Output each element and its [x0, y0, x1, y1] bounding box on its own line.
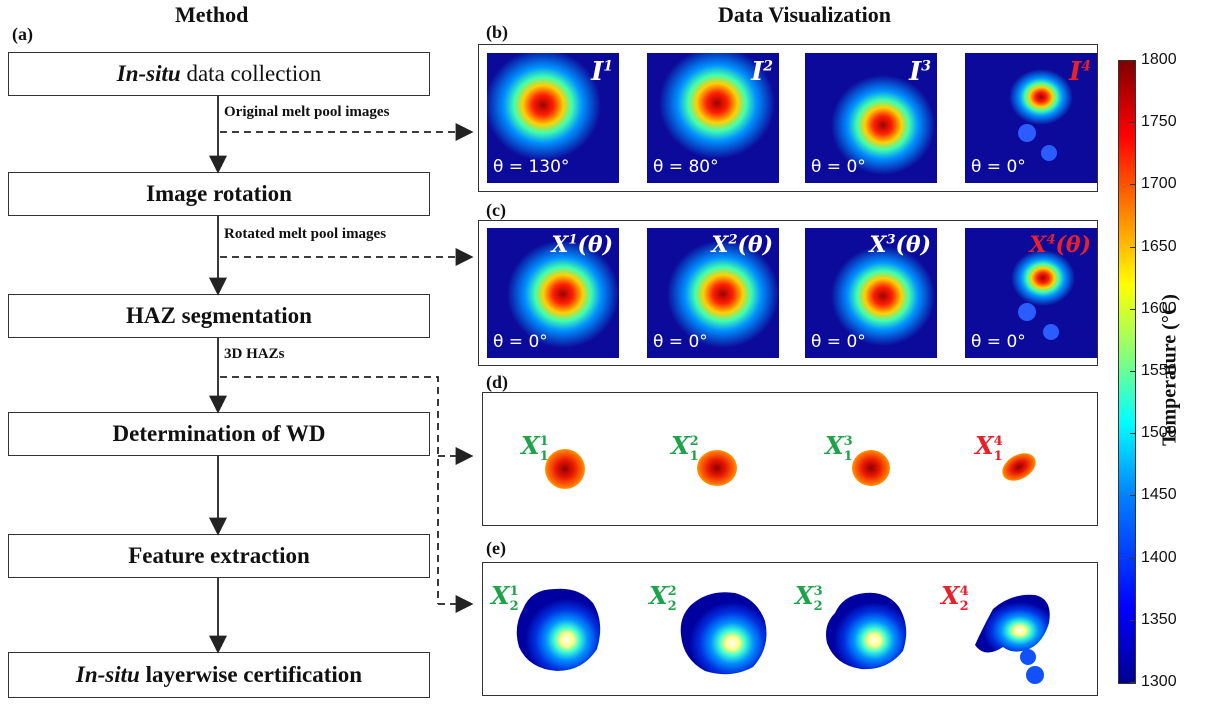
dashed-to-d-e — [220, 376, 439, 604]
tile-b-2-theta: θ = 80° — [653, 157, 719, 177]
tile-c-4: X4(θ) θ = 0° — [965, 228, 1097, 358]
blob-e-2 — [680, 592, 767, 675]
colorbar-tick-label: 1700 — [1141, 175, 1177, 193]
panel-label-b: (b) — [486, 22, 508, 42]
blob-d-2 — [697, 450, 737, 486]
arrow-label-haz: 3D HAZs — [224, 346, 285, 362]
tile-b-3-theta: θ = 0° — [811, 157, 866, 177]
panel-label-e: (e) — [486, 538, 506, 558]
arrow-label-rotated: Rotated melt pool images — [224, 226, 387, 242]
tile-b-1-theta: θ = 130° — [493, 157, 570, 177]
flow-connectors — [209, 96, 474, 654]
blob-e-1 — [516, 588, 601, 671]
tile-c-1: X1(θ) θ = 0° — [487, 228, 619, 358]
panel-e-blobs — [516, 588, 1050, 684]
colorbar-tick-label: 1450 — [1141, 486, 1177, 504]
tile-b-3: I3 θ = 0° — [805, 53, 937, 183]
panel-e: X12 X22 X32 X42 — [482, 562, 1098, 696]
step-6-pre: In-situ — [75, 662, 140, 687]
colorbar-tick-mark — [1130, 619, 1135, 621]
colorbar-title: Temperature (°C) — [1158, 294, 1181, 446]
label-e-3: X32 — [795, 581, 823, 614]
panel-c: X1(θ) θ = 0° X2(θ) θ = 0° X3(θ) θ = 0° X… — [478, 220, 1098, 366]
colorbar-tick-label: 1500 — [1141, 424, 1177, 442]
label-d-2: X21 — [671, 431, 699, 464]
colorbar-tick-mark — [1130, 557, 1135, 559]
step-4-label: Determination of WD — [112, 421, 326, 446]
colorbar-tick-mark — [1130, 682, 1135, 683]
step-determination-of-wd: Determination of WD — [8, 412, 430, 456]
colorbar-tick-label: 1400 — [1141, 548, 1177, 566]
colorbar-tick-mark — [1130, 122, 1135, 124]
colorbar-tick-label: 1600 — [1141, 299, 1177, 317]
label-d-4: X41 — [975, 431, 1003, 464]
blob-e-3 — [826, 592, 907, 670]
tile-b-4-label: I4 — [1069, 57, 1091, 87]
colorbar-tick-label: 1800 — [1141, 51, 1177, 68]
data-visualization-header: Data Visualization — [718, 2, 891, 27]
tile-c-3-label: X3(θ) — [869, 232, 931, 258]
panel-label-a: (a) — [12, 24, 33, 44]
colorbar-tick-mark — [1130, 246, 1135, 248]
step-5-label: Feature extraction — [128, 543, 310, 568]
method-header: Method — [175, 2, 249, 27]
step-2-label: Image rotation — [146, 181, 292, 206]
step-1-pre: In-situ — [116, 61, 181, 86]
colorbar-tick-mark — [1130, 184, 1135, 186]
step-insitu-data-collection: In-situ data collection — [8, 52, 430, 96]
tile-c-2: X2(θ) θ = 0° — [647, 228, 779, 358]
colorbar-tick-mark — [1130, 433, 1135, 435]
colorbar-tick-label: 1650 — [1141, 237, 1177, 255]
step-1-post: data collection — [180, 61, 322, 86]
colorbar-tick-label: 1350 — [1141, 610, 1177, 628]
tile-b-4: I4 θ = 0° — [965, 53, 1097, 183]
tile-c-1-label: X1(θ) — [551, 232, 613, 258]
tile-b-2: I2 θ = 80° — [647, 53, 779, 183]
blob-e-4 — [975, 594, 1050, 653]
colorbar-tick-label: 1750 — [1141, 113, 1177, 131]
panel-d-blobs — [545, 449, 1036, 489]
step-6-post: layerwise certification — [139, 662, 363, 687]
colorbar-tick-mark — [1130, 308, 1135, 310]
tile-c-2-label: X2(θ) — [711, 232, 773, 258]
colorbar-tick-mark — [1130, 60, 1135, 61]
tile-b-1-label: I1 — [591, 57, 613, 87]
blob-d-4 — [1002, 453, 1036, 481]
label-d-3: X31 — [825, 431, 853, 464]
arrow-label-original: Original melt pool images — [224, 104, 390, 120]
step-haz-segmentation: HAZ segmentation — [8, 294, 430, 338]
tile-b-3-label: I3 — [909, 57, 931, 87]
label-e-4: X42 — [941, 581, 969, 614]
blob-d-3 — [852, 450, 890, 486]
tile-c-3-theta: θ = 0° — [811, 332, 866, 352]
tile-c-4-label: X4(θ) — [1029, 232, 1091, 258]
colorbar-tick-label: 1550 — [1141, 362, 1177, 379]
step-3-label: HAZ segmentation — [126, 303, 312, 328]
tile-c-4-theta: θ = 0° — [971, 332, 1026, 352]
label-d-1: X11 — [521, 431, 549, 464]
colorbar-tick-mark — [1130, 495, 1135, 497]
tile-c-3: X3(θ) θ = 0° — [805, 228, 937, 358]
panel-label-d: (d) — [486, 372, 508, 392]
tile-b-1: I1 θ = 130° — [487, 53, 619, 183]
label-e-1: X12 — [491, 581, 519, 614]
blob-d-1 — [545, 449, 585, 489]
colorbar-tick-mark — [1130, 371, 1135, 372]
tile-b-4-theta: θ = 0° — [971, 157, 1026, 177]
step-insitu-layerwise-certification: In-situ layerwise certification — [8, 652, 430, 698]
tile-b-2-label: I2 — [751, 57, 773, 87]
panel-label-c: (c) — [486, 200, 506, 220]
panel-b: I1 θ = 130° I2 θ = 80° I3 θ = 0° I4 θ = … — [478, 44, 1098, 192]
panel-d: X11 X21 X31 X41 — [482, 392, 1098, 526]
label-e-2: X22 — [649, 581, 677, 614]
tile-c-1-theta: θ = 0° — [493, 332, 548, 352]
colorbar-tick-label: 1300 — [1141, 673, 1177, 690]
tile-c-2-theta: θ = 0° — [653, 332, 708, 352]
temperature-colorbar — [1118, 60, 1136, 684]
step-feature-extraction: Feature extraction — [8, 534, 430, 578]
